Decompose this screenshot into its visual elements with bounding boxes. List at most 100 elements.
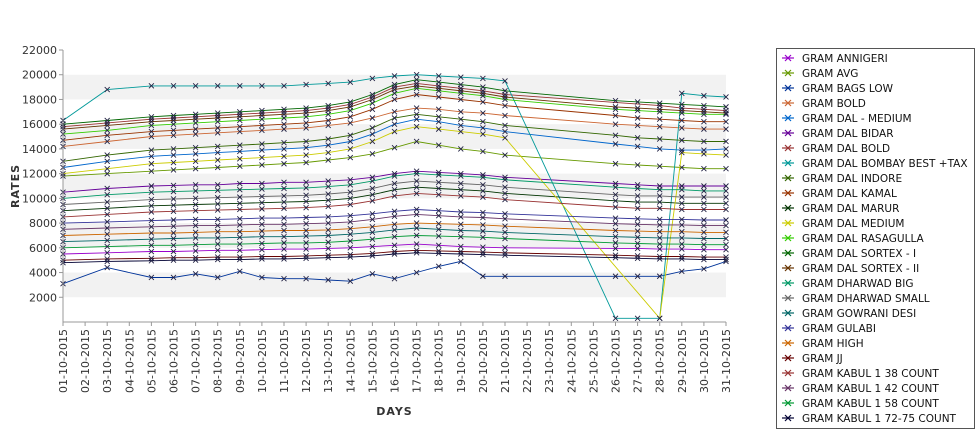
data-point-marker: [723, 194, 729, 200]
legend-marker: [784, 159, 792, 167]
data-point-marker: [480, 148, 486, 155]
data-point-marker: [435, 263, 442, 270]
x-tick-label: 17-10-2015: [411, 329, 424, 393]
data-point-marker: [170, 242, 177, 249]
data-point-marker: [259, 186, 265, 192]
data-point-marker: [612, 184, 619, 191]
data-point-marker: [236, 222, 243, 228]
data-point-marker: [678, 206, 685, 213]
data-point-marker: [612, 106, 619, 113]
data-point-marker: [634, 255, 641, 262]
data-point-marker: [148, 230, 155, 236]
data-point-marker: [502, 210, 508, 217]
data-point-marker: [281, 139, 287, 146]
data-point-marker: [480, 249, 486, 255]
data-point-marker: [435, 85, 442, 92]
y-tick-labels: 2000 4000 6000 8000 10000 12000 14000 16000 1800…: [22, 44, 63, 304]
data-point-marker: [192, 116, 199, 123]
data-point-marker: [612, 220, 619, 227]
legend-marker: [784, 384, 792, 392]
legend-item: GRAM DAL SORTEX - II: [782, 263, 919, 275]
data-point-marker: [104, 120, 111, 126]
data-point-marker: [480, 244, 486, 251]
data-point-marker: [435, 118, 442, 125]
data-point-marker: [192, 222, 199, 229]
data-point-marker: [259, 228, 265, 234]
data-point-marker: [701, 102, 707, 109]
data-point-marker: [281, 160, 287, 167]
data-point-marker: [634, 199, 641, 205]
data-point-marker: [303, 138, 309, 145]
data-point-marker: [259, 215, 265, 221]
data-point-marker: [413, 249, 420, 256]
legend-item: GRAM GOWRANI DESI: [782, 308, 916, 320]
legend-marker: [784, 294, 792, 302]
data-point-marker: [502, 152, 508, 158]
data-point-marker: [347, 104, 354, 110]
data-point-marker: [236, 215, 243, 222]
data-point-marker: [259, 147, 265, 153]
legend-item: GRAM ANNIGERI: [782, 53, 888, 65]
data-point-marker: [369, 106, 376, 113]
data-point-marker: [723, 229, 729, 236]
data-point-marker: [347, 254, 354, 260]
data-point-marker: [214, 216, 221, 223]
x-tick-labels: 01-10-2015 02-10-2015 03-10-2015 04-10-2015…: [57, 322, 733, 393]
data-point-marker: [347, 154, 354, 161]
data-point-marker: [214, 110, 221, 116]
data-point-marker: [104, 219, 111, 225]
data-point-marker: [701, 111, 707, 118]
x-tick-label: 30-10-2015: [698, 329, 711, 393]
x-tick-label: 07-10-2015: [190, 329, 203, 393]
legend-label: GRAM DHARWAD SMALL: [802, 293, 930, 305]
data-point-marker: [281, 185, 287, 192]
data-point-marker: [104, 225, 111, 231]
data-point-marker: [259, 107, 265, 114]
data-point-marker: [678, 200, 685, 207]
data-point-marker: [678, 90, 685, 97]
data-point-marker: [612, 254, 619, 261]
data-point-marker: [325, 183, 332, 190]
y-axis-title: RATES: [9, 164, 22, 208]
data-point-marker: [148, 223, 155, 230]
data-point-marker: [214, 194, 221, 201]
data-point-marker: [148, 217, 155, 224]
data-point-marker: [325, 136, 332, 142]
data-point-marker: [634, 205, 641, 212]
series-6: [60, 80, 729, 130]
y-tick-label: 20000: [22, 69, 57, 82]
data-point-marker: [236, 200, 243, 207]
legend-label: GRAM DAL RASAGULLA: [802, 233, 925, 245]
data-point-marker: [457, 227, 464, 234]
legend-item: GRAM GULABI: [782, 323, 876, 335]
data-point-marker: [281, 246, 287, 252]
data-point-marker: [325, 178, 332, 184]
data-point-marker: [656, 246, 663, 252]
data-point-marker: [634, 240, 641, 247]
data-point-marker: [281, 227, 287, 234]
data-point-marker: [259, 180, 265, 187]
data-point-marker: [192, 270, 199, 277]
data-point-marker: [502, 94, 508, 100]
legend-label: GRAM HIGH: [802, 338, 864, 350]
data-point-marker: [413, 85, 420, 92]
grid-band: [63, 124, 726, 149]
data-point-marker: [259, 154, 265, 161]
y-tick-label: 12000: [22, 168, 57, 181]
x-tick-label: 29-10-2015: [676, 329, 689, 393]
data-point-marker: [347, 238, 354, 244]
data-point-marker: [656, 235, 663, 241]
data-point-marker: [104, 249, 111, 256]
data-point-marker: [502, 176, 508, 183]
data-point-marker: [325, 197, 332, 204]
data-point-marker: [701, 92, 707, 99]
legend-item: GRAM AVG: [782, 68, 858, 80]
data-point-marker: [192, 158, 199, 165]
data-point-marker: [678, 256, 685, 262]
data-point-marker: [369, 91, 376, 98]
data-point-marker: [303, 105, 309, 111]
data-point-marker: [148, 274, 155, 281]
legend-marker: [784, 249, 792, 257]
data-point-marker: [303, 110, 309, 116]
legend-marker: [784, 324, 792, 332]
